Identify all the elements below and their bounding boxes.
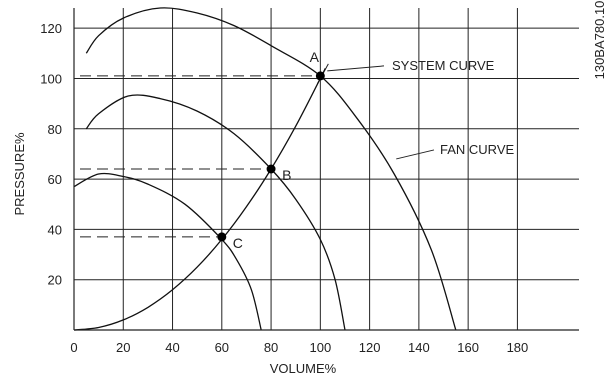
x-tick-label: 60 bbox=[215, 340, 229, 355]
annotation-label: SYSTEM CURVE bbox=[392, 58, 495, 73]
operating-point-label: C bbox=[233, 235, 243, 251]
x-tick-label: 80 bbox=[264, 340, 278, 355]
y-tick-label: 120 bbox=[40, 21, 62, 36]
y-tick-label: 40 bbox=[48, 222, 62, 237]
annotation-leader-line bbox=[327, 65, 385, 72]
x-tick-label: 140 bbox=[408, 340, 430, 355]
operating-point-marker bbox=[266, 164, 276, 174]
y-tick-label: 60 bbox=[48, 172, 62, 187]
annotation-leader-line bbox=[396, 149, 435, 160]
fan-curve-3-line bbox=[73, 172, 262, 331]
x-tick-label: 100 bbox=[309, 340, 331, 355]
labels: VOLUME% PRESSURE% 130BA780.10 bbox=[12, 1, 607, 376]
operating-points: A B C bbox=[217, 49, 325, 251]
x-tick-label: 160 bbox=[457, 340, 479, 355]
system-curve-line bbox=[73, 68, 326, 331]
operating-point-label: B bbox=[282, 167, 291, 183]
y-tick-label: 20 bbox=[48, 273, 62, 288]
annotation-label: FAN CURVE bbox=[440, 142, 514, 157]
x-tick-label: 40 bbox=[165, 340, 179, 355]
x-tick-label: 0 bbox=[70, 340, 77, 355]
y-tick-label: 100 bbox=[40, 71, 62, 86]
reference-lines: SYSTEM CURVE FAN CURVE bbox=[80, 58, 514, 238]
x-tick-label: 120 bbox=[359, 340, 381, 355]
curves bbox=[73, 7, 457, 331]
x-tick-label: 180 bbox=[507, 340, 529, 355]
fan-curve-2-line bbox=[85, 94, 346, 331]
fan-curve-line bbox=[85, 7, 457, 331]
y-tick-label: 80 bbox=[48, 122, 62, 137]
grid bbox=[74, 8, 579, 330]
figure-code: 130BA780.10 bbox=[592, 1, 607, 80]
operating-point-marker bbox=[217, 232, 227, 242]
operating-point-label: A bbox=[310, 49, 320, 65]
y-axis-label: PRESSURE% bbox=[12, 132, 27, 216]
operating-point-marker bbox=[315, 71, 325, 81]
axes: 0 20 40 60 80 100 120 140 160 180 20 40 60 80 100 120 bbox=[40, 8, 579, 355]
x-axis-label: VOLUME% bbox=[270, 361, 337, 376]
x-tick-label: 20 bbox=[116, 340, 130, 355]
